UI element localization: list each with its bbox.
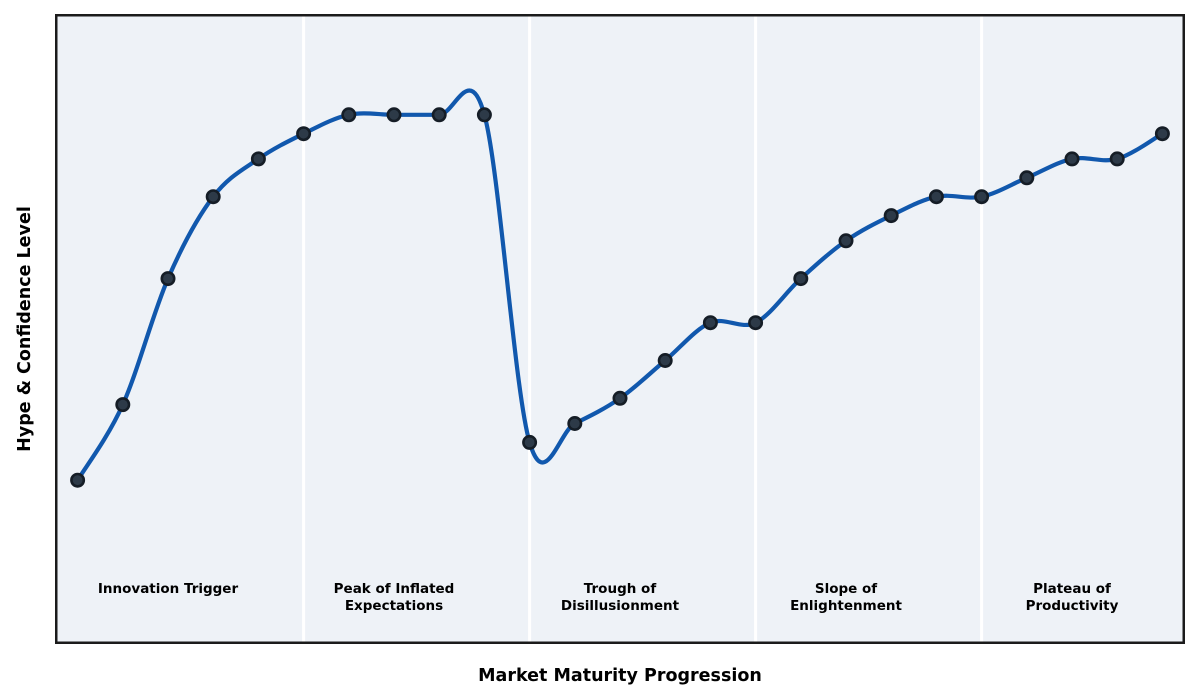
hype-curve-svg xyxy=(55,14,1185,644)
y-axis-label: Hype & Confidence Level xyxy=(15,206,35,452)
x-axis-label: Market Maturity Progression xyxy=(478,666,762,686)
plot-area: Innovation Trigger Peak of Inflated Expe… xyxy=(55,14,1185,644)
